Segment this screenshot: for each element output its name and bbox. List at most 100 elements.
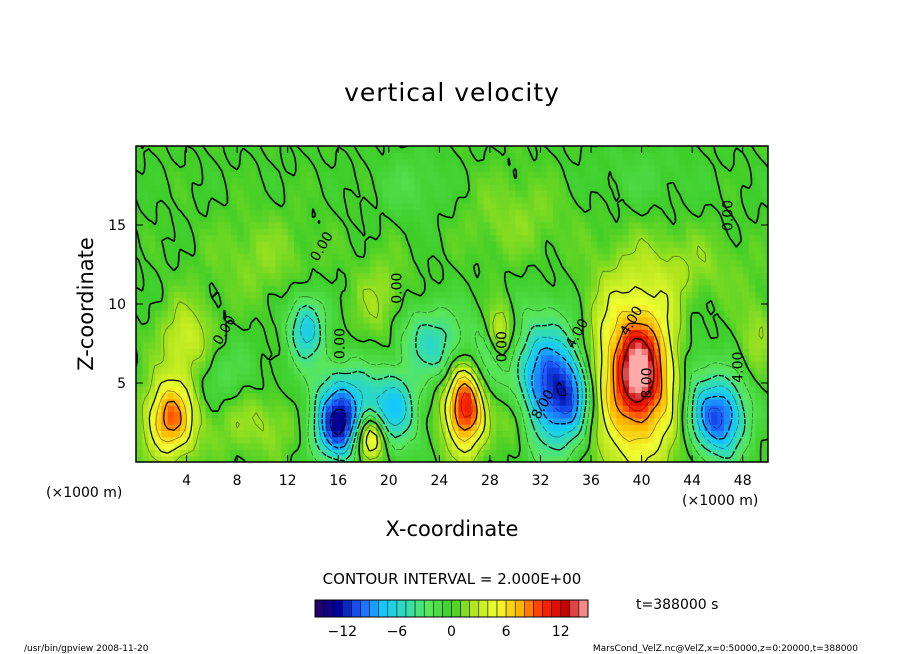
heatmap-cell [357,190,365,198]
heatmap-cell [331,304,339,311]
heatmap-cell [312,443,320,450]
heatmap-cell [761,367,768,375]
heatmap-cell [660,417,668,425]
heatmap-cell [268,443,276,450]
heatmap-cell [711,405,719,413]
heatmap-cell [186,196,194,204]
heatmap-cell [470,247,478,255]
heatmap-cell [369,196,377,204]
heatmap-cell [452,379,459,387]
heatmap-cell [262,411,270,419]
heatmap-cell [338,354,346,362]
heatmap-cell [647,272,655,280]
heatmap-cell [420,240,428,248]
heatmap-cell [610,171,617,179]
heatmap-cell [755,158,763,166]
heatmap-cell [578,228,586,236]
heatmap-cell [161,196,169,204]
heatmap-cell [666,247,674,255]
heatmap-cell [344,183,352,191]
heatmap-cell [180,360,188,368]
heatmap-cell [452,436,459,444]
heatmap-cell [534,297,542,305]
heatmap-cell [698,304,706,311]
heatmap-cell [262,202,270,210]
heatmap-cell [180,209,188,217]
heatmap-cell [742,316,750,324]
heatmap-cell [376,443,384,450]
heatmap-cell [306,278,314,286]
heatmap-cell [148,272,156,280]
heatmap-cell [749,335,756,343]
heatmap-cell [439,341,447,349]
heatmap-cell [230,405,238,413]
heatmap-cell [319,177,327,185]
heatmap-cell [161,215,169,223]
heatmap-cell [584,373,592,381]
heatmap-cell [205,291,213,299]
heatmap-cell [470,183,478,191]
heatmap-cell [338,221,346,229]
heatmap-cell [344,322,352,330]
heatmap-cell [325,316,333,324]
heatmap-cell [736,152,744,160]
heatmap-cell [420,215,428,223]
heatmap-cell [502,360,510,368]
heatmap-cell [647,322,655,330]
heatmap-cell [275,183,282,191]
heatmap-cell [376,266,384,273]
heatmap-cell [300,424,308,431]
heatmap-cell [565,297,573,305]
heatmap-cell [515,164,523,172]
heatmap-cell [426,247,434,255]
heatmap-cell [508,209,516,217]
heatmap-cell [369,259,377,267]
heatmap-cell [154,322,162,330]
heatmap-cell [401,443,409,450]
heatmap-cell [508,430,516,438]
heatmap-cell [660,247,668,255]
heatmap-cell [565,228,573,236]
heatmap-cell [395,234,403,242]
heatmap-cell [647,253,655,261]
heatmap-cell [666,152,674,160]
heatmap-cell [275,367,282,375]
heatmap-cell [679,247,687,255]
heatmap-cell [344,392,352,400]
heatmap-cell [502,455,510,462]
heatmap-cell [540,266,548,273]
heatmap-cell [420,430,428,438]
heatmap-cell [205,190,213,198]
heatmap-cell [534,436,542,444]
heatmap-cell [679,329,687,337]
heatmap-cell [161,158,169,166]
heatmap-cell [534,424,542,431]
heatmap-cell [218,436,226,444]
heatmap-cell [540,297,548,305]
heatmap-cell [603,373,611,381]
heatmap-cell [357,310,365,318]
heatmap-cell [572,443,579,450]
heatmap-cell [749,164,756,172]
heatmap-cell [173,209,181,217]
heatmap-cell [294,354,301,362]
heatmap-cell [306,335,314,343]
heatmap-cell [736,373,744,381]
heatmap-cell [439,316,447,324]
heatmap-cell [470,253,478,261]
heatmap-cell [464,215,472,223]
heatmap-cell [711,455,719,462]
heatmap-cell [439,424,447,431]
heatmap-cell [414,285,421,292]
heatmap-cell [224,322,232,330]
heatmap-cell [407,266,415,273]
heatmap-cell [363,278,371,286]
heatmap-cell [723,405,731,413]
heatmap-cell [331,341,339,349]
heatmap-cell [654,379,662,387]
heatmap-cell [692,272,700,280]
heatmap-cell [685,405,693,413]
heatmap-cell [281,310,289,318]
heatmap-cell [256,291,263,299]
heatmap-cell [742,424,750,431]
